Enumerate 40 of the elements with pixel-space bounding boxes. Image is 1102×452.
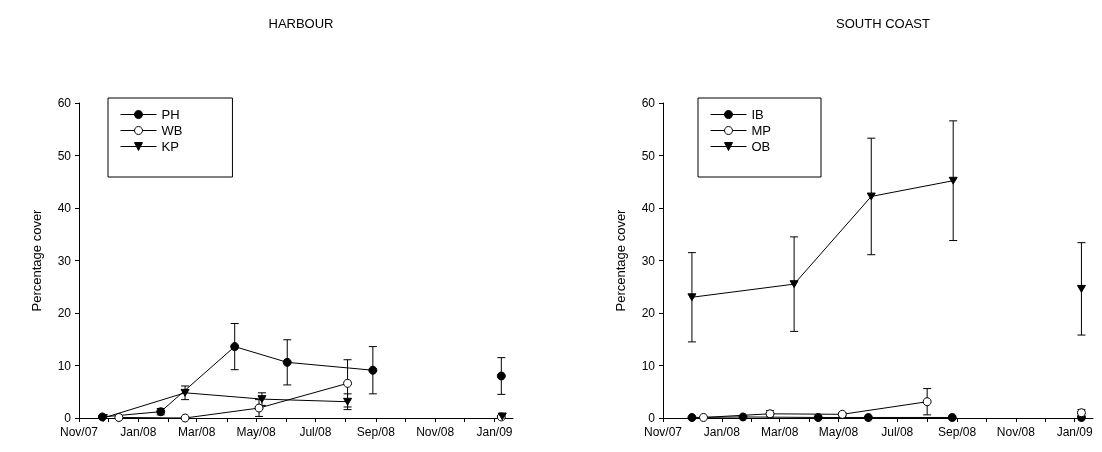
legend-label: WB [161, 123, 183, 138]
y-tick-label: 30 [57, 253, 72, 268]
x-tick-label: Nov/08 [416, 425, 455, 439]
x-tick-label: Jan/08 [703, 425, 741, 439]
y-tick-label: 60 [57, 96, 72, 110]
y-tick-label: 20 [57, 306, 72, 320]
y-tick-label: 30 [641, 253, 656, 268]
y-tick-label: 0 [64, 411, 72, 425]
x-tick-label: May/08 [818, 425, 859, 439]
legend-label: PH [161, 107, 180, 122]
chart-title: SOUTH COAST [836, 16, 930, 31]
legend-label: OB [751, 139, 771, 154]
x-tick-label: Sep/08 [938, 425, 977, 439]
legend-label: KP [161, 139, 179, 154]
y-tick-label: 20 [641, 306, 656, 320]
x-tick-label: Jul/08 [881, 425, 914, 439]
x-tick-label: Jul/08 [299, 425, 332, 439]
y-axis-title: Percentage cover [29, 208, 44, 312]
x-tick-label: Nov/07 [59, 425, 99, 439]
x-tick-label: Jan/09 [1056, 425, 1094, 439]
y-tick-label: 50 [57, 148, 72, 163]
x-tick-label: Jan/08 [120, 425, 157, 439]
y-axis-title: Percentage cover [613, 208, 628, 312]
x-tick-label: Jan/09 [476, 425, 513, 439]
y-tick-label: 40 [57, 201, 72, 215]
y-tick-label: 40 [641, 201, 656, 215]
y-tick-label: 50 [641, 148, 656, 163]
y-tick-label: 60 [641, 96, 656, 110]
y-tick-label: 10 [57, 358, 72, 373]
y-tick-label: 10 [641, 358, 656, 373]
x-tick-label: Mar/08 [760, 425, 799, 439]
chart-title: HARBOUR [268, 16, 334, 31]
legend-label: MP [751, 123, 771, 138]
y-tick-label: 0 [648, 411, 656, 425]
x-tick-label: Sep/08 [356, 425, 396, 439]
x-tick-label: Nov/07 [643, 425, 683, 439]
legend-label: IB [751, 107, 764, 122]
x-tick-label: May/08 [236, 425, 277, 439]
x-tick-label: Mar/08 [178, 425, 216, 439]
x-tick-label: Nov/08 [996, 425, 1036, 439]
